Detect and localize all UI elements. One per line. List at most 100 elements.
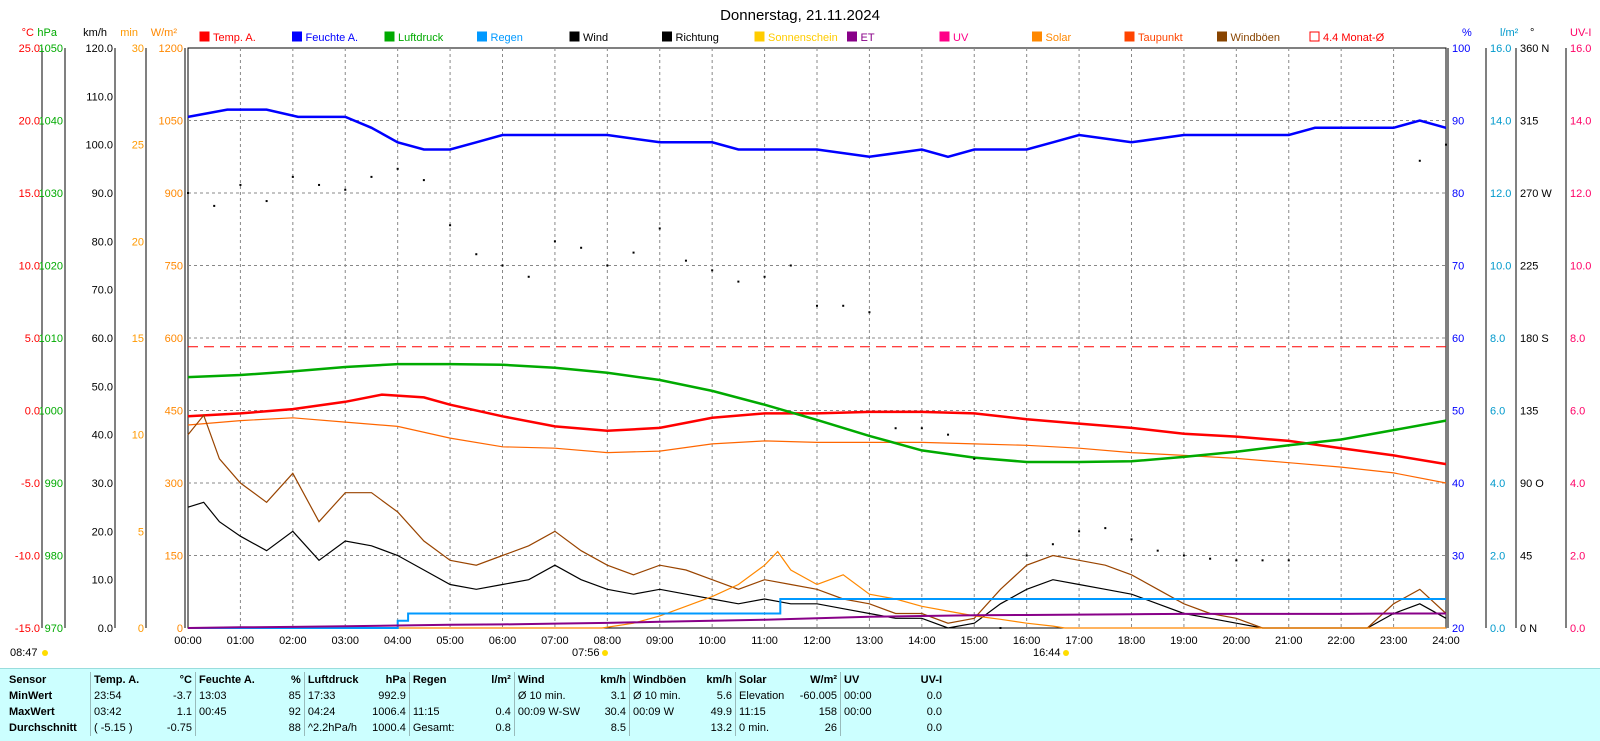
stats-cell — [628, 720, 690, 736]
right-axes: % 100 90 80 70 60 50 40 30 20 l/m² 16.0 14.0 12.0 10.0… — [1447, 27, 1591, 635]
axis-tick-label: 70.0 — [92, 285, 113, 297]
legend-swatch — [1032, 31, 1042, 42]
direction-point — [632, 251, 635, 254]
axis-tick-label: 80 — [1452, 188, 1464, 200]
direction-point — [894, 427, 897, 430]
direction-point — [973, 457, 976, 460]
x-tick-label: 15:00 — [960, 635, 988, 647]
legend-swatch — [384, 31, 395, 42]
axis-tick-label: 0.0 — [98, 623, 113, 635]
x-tick-label: 18:00 — [1118, 635, 1146, 647]
stats-cell: -0.75 — [166, 722, 192, 734]
stats-cell: 1000.4 — [372, 722, 406, 734]
stats-cell: 92 — [288, 706, 301, 718]
stats-cell: 0.0 — [926, 722, 943, 734]
x-tick-label: 12:00 — [803, 635, 831, 647]
x-tick-label: 05:00 — [436, 635, 464, 647]
axis-tick-label: 12.0 — [1490, 188, 1511, 200]
direction-point — [684, 259, 687, 262]
x-tick-label: 24:00 — [1432, 635, 1460, 647]
axis-unit-label: hPa — [37, 27, 57, 39]
axis-tick-label: 90 O — [1520, 478, 1544, 490]
x-tick-label: 14:00 — [908, 635, 936, 647]
direction-point — [291, 175, 294, 178]
stats-cell: UV-I — [920, 674, 943, 686]
stats-cell: 8.5 — [610, 722, 626, 734]
direction-point — [475, 253, 478, 256]
series-line — [187, 501, 1447, 629]
axis-tick-label: 6.0 — [1570, 406, 1585, 418]
chart-title: Donnerstag, 21.11.2024 — [720, 7, 880, 24]
axis-tick-label: 25 — [132, 140, 144, 152]
direction-point — [737, 280, 740, 283]
direction-point — [1130, 538, 1133, 541]
legend-swatch — [662, 31, 672, 42]
stats-cell: -60.005 — [799, 690, 838, 702]
statistics-panel: Sensor Temp. A. °C Feuchte A.% Luftdruck hPa R… — [0, 668, 1600, 741]
axis-tick-label: 135 — [1520, 406, 1538, 418]
stats-cell: 5.6 — [716, 690, 733, 702]
axis-tick-label: 45 — [1520, 551, 1532, 563]
direction-point — [1078, 530, 1081, 533]
axis-tick-label: 40 — [1452, 478, 1464, 490]
stats-cell: Sensor — [9, 674, 47, 686]
axis-tick-label: -15.0 — [15, 623, 40, 635]
stats-cell — [408, 688, 468, 704]
direction-point — [422, 179, 425, 182]
legend-label: UV — [953, 32, 969, 44]
legend-label: Solar — [1046, 32, 1072, 44]
legend-swatch — [939, 31, 950, 42]
direction-point — [1051, 543, 1054, 546]
axis-tick-label: 30 — [132, 43, 144, 55]
legend-label: Feuchte A. — [306, 32, 359, 44]
series-line — [187, 417, 1447, 484]
direction-point — [370, 175, 373, 178]
chart-legend: Temp. A. Feuchte A. Luftdruck Regen Wind Rich… — [199, 31, 1385, 44]
stats-cell: 26 — [824, 722, 838, 734]
direction-point — [213, 204, 216, 207]
axis-tick-label: 970 — [45, 623, 63, 635]
stats-cell — [468, 688, 515, 704]
sunrise-icon — [602, 650, 608, 656]
axis-tick-label: 10 — [132, 430, 144, 442]
sunshine-duration-label: 08:47 — [10, 647, 38, 659]
x-tick-label: 23:00 — [1380, 635, 1408, 647]
stats-cell: 00:00 — [840, 688, 900, 704]
stats-cell: ( -5.15 ) — [90, 720, 149, 736]
direction-point — [501, 264, 504, 267]
axis-tick-label: 1050 — [159, 116, 183, 128]
axis-tick-label: 5.0 — [25, 333, 40, 345]
axis-tick-label: 0 — [138, 623, 144, 635]
axis-tick-label: 360 N — [1520, 43, 1549, 55]
axis-tick-label: 10.0 — [92, 575, 113, 587]
x-tick-label: 21:00 — [1275, 635, 1303, 647]
axis-tick-label: 20.0 — [92, 526, 113, 538]
axis-tick-label: 40.0 — [92, 430, 113, 442]
legend-swatch — [199, 31, 210, 42]
direction-point — [842, 304, 845, 307]
stats-cell — [513, 720, 583, 736]
stats-cell: W/m² — [810, 674, 838, 686]
direction-point — [763, 275, 766, 278]
x-tick-label: 08:00 — [594, 635, 622, 647]
direction-point — [1445, 143, 1447, 146]
stats-cell: 11:15 — [408, 704, 468, 720]
stats-cell: 0.8 — [495, 722, 511, 734]
x-tick-label: 11:00 — [751, 635, 778, 647]
x-axis-ticks: 00:00 01:00 02:00 03:00 04:00 05:00 06:00 07:00… — [174, 635, 1460, 647]
axis-tick-label: 0.0 — [1570, 623, 1585, 635]
axis-tick-label: 150 — [165, 551, 183, 563]
series-line — [187, 362, 1447, 464]
axis-tick-label: 4.0 — [1490, 478, 1505, 490]
direction-point — [1156, 549, 1159, 552]
axis-unit-label: ° — [1530, 27, 1534, 39]
axis-tick-label: 1200 — [159, 43, 183, 55]
direction-point — [1209, 557, 1212, 560]
direction-point — [553, 240, 556, 243]
stats-cell: Feuchte A. — [194, 672, 258, 688]
stats-cell: MaxWert — [9, 706, 55, 718]
legend-label: Temp. A. — [213, 32, 256, 44]
axis-unit-label: l/m² — [1500, 27, 1519, 39]
axis-unit-label: W/m² — [151, 27, 178, 39]
direction-point — [527, 275, 530, 278]
